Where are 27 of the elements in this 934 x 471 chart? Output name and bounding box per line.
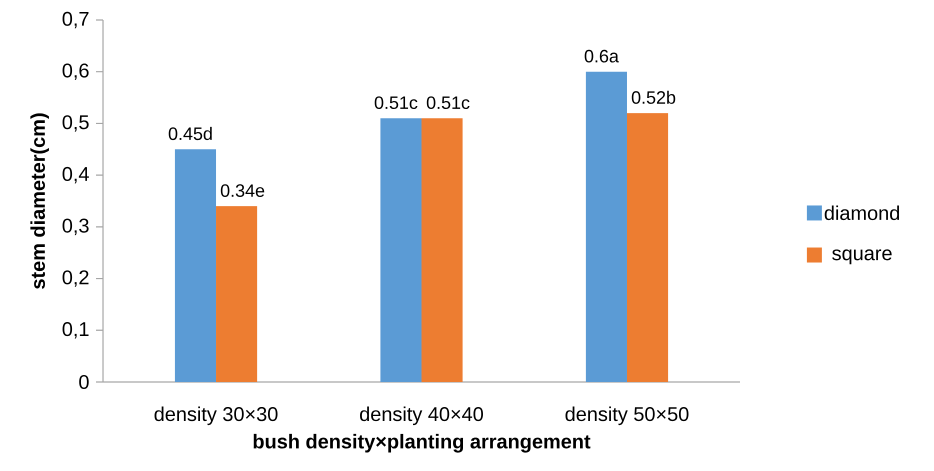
y-tick-label: 0,2 [62, 270, 88, 287]
legend-label: square [832, 249, 892, 264]
data-label: 0.52b [632, 90, 676, 104]
bar [586, 72, 627, 382]
y-tick-label: 0,4 [62, 166, 89, 184]
x-tick-label: density 40×40 [360, 406, 483, 426]
y-tick-label: 0 [79, 374, 89, 390]
y-tick-label: 0,1 [62, 322, 89, 338]
x-tick-label: density 50×50 [566, 406, 688, 426]
data-label: 0.34e [220, 184, 264, 197]
bar [422, 118, 463, 382]
legend-label: diamond [824, 206, 900, 220]
x-tick-label: density 30×30 [154, 406, 278, 426]
y-tick-label: 0,6 [62, 63, 89, 80]
data-label: 0.51c [374, 96, 418, 110]
y-tick-label: 0,7 [62, 12, 88, 28]
bar [174, 149, 216, 382]
data-label: 0.6a [584, 50, 619, 62]
data-label: 0.51c [426, 96, 470, 110]
bar [216, 206, 258, 382]
y-tick-label: 0,3 [62, 218, 89, 236]
bar [380, 118, 422, 382]
x-axis-title: bush density×planting arrangement [254, 434, 590, 453]
y-axis-title: stem diameter(cm) [30, 113, 49, 289]
y-tick-label: 0,5 [62, 115, 89, 132]
bar [626, 113, 668, 382]
data-label: 0.45d [168, 126, 212, 140]
